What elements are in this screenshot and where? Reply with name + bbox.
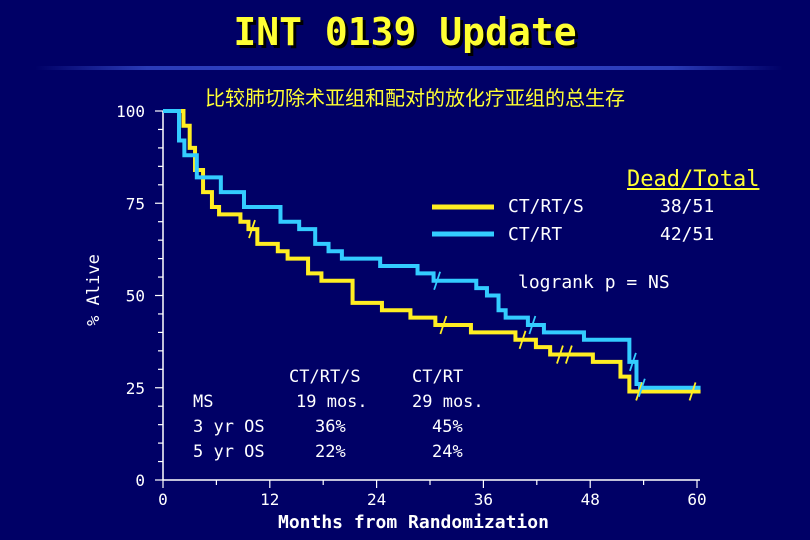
logrank-text: logrank p = NS — [518, 272, 670, 293]
stats-row-label: MS — [193, 392, 214, 412]
survival-curve-ct-rt-s — [163, 109, 701, 394]
censor-mark — [637, 378, 646, 398]
stats-cell: 22% — [315, 442, 346, 462]
y-tick-label: 100 — [116, 102, 145, 121]
censor-mark — [688, 382, 697, 401]
x-tick-label: 12 — [260, 490, 279, 509]
y-axis-label: % Alive — [84, 254, 104, 326]
legend-header: Dead/Total — [627, 167, 760, 192]
censor-mark — [248, 219, 256, 239]
censor-mark — [629, 352, 637, 372]
censor-mark — [635, 382, 644, 401]
y-tick-label: 50 — [126, 287, 145, 306]
legend-ratio-ctrt: 42/51 — [660, 224, 715, 245]
stats-row-label: 3 yr OS — [193, 417, 265, 437]
slide-title: INT 0139 Update — [233, 10, 577, 54]
x-tick-label: 24 — [367, 490, 386, 509]
x-tick-label: 36 — [474, 490, 493, 509]
stats-cell: 36% — [315, 417, 346, 437]
y-tick-label: 75 — [126, 194, 145, 213]
x-tick-label: 60 — [687, 490, 706, 509]
stats-cell: 29 mos. — [412, 392, 484, 412]
y-tick-label: 0 — [135, 471, 145, 490]
censor-mark — [439, 315, 448, 335]
censor-mark — [556, 345, 564, 364]
x-tick-label: 48 — [581, 490, 600, 509]
stats-header-ctrt: CT/RT — [412, 367, 464, 387]
title-divider — [35, 66, 783, 70]
stats-cell: 24% — [432, 442, 463, 462]
y-tick-label: 25 — [126, 379, 145, 398]
legend-label-ctrts: CT/RT/S — [508, 196, 584, 217]
legend-label-ctrt: CT/RT — [508, 224, 563, 245]
stats-row-label: 5 yr OS — [193, 442, 265, 462]
legend-ratio-ctrts: 38/51 — [660, 196, 715, 217]
x-axis-label: Months from Randomization — [278, 512, 549, 533]
censor-mark — [528, 315, 537, 335]
survival-curve-ct-rt — [163, 109, 701, 390]
chart-subtitle: 比较肺切除术亚组和配对的放化疗亚组的总生存 — [205, 86, 625, 110]
stats-header-ctrts: CT/RT/S — [289, 367, 361, 387]
x-tick-label: 0 — [158, 490, 168, 509]
stats-cell: 45% — [432, 417, 463, 437]
censor-mark — [433, 271, 441, 291]
censor-mark — [564, 345, 573, 364]
censor-mark — [518, 330, 527, 350]
stats-cell: 19 mos. — [296, 392, 368, 412]
